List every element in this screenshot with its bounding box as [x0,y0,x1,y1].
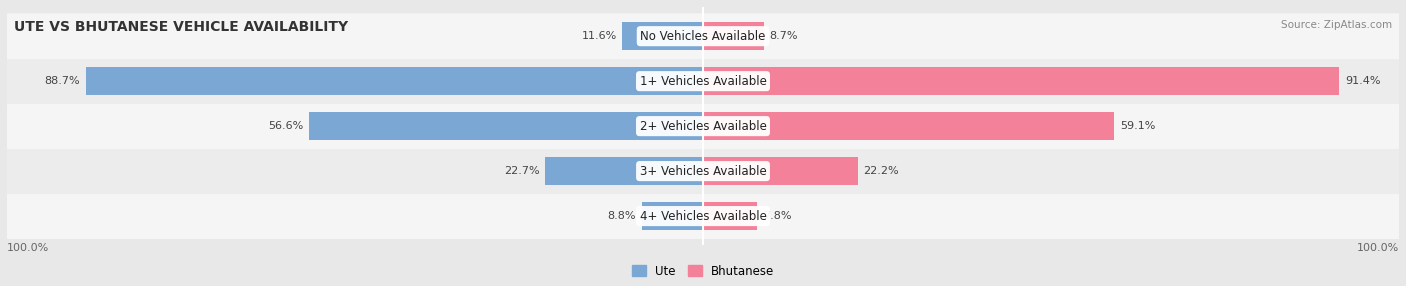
Text: 1+ Vehicles Available: 1+ Vehicles Available [640,75,766,88]
Text: 100.0%: 100.0% [7,243,49,253]
Text: 8.7%: 8.7% [769,31,797,41]
Text: 100.0%: 100.0% [1357,243,1399,253]
Text: UTE VS BHUTANESE VEHICLE AVAILABILITY: UTE VS BHUTANESE VEHICLE AVAILABILITY [14,20,349,34]
Text: 7.8%: 7.8% [763,211,792,221]
Bar [546,157,703,185]
FancyBboxPatch shape [7,148,1399,194]
Text: 56.6%: 56.6% [269,121,304,131]
Text: 88.7%: 88.7% [45,76,80,86]
Bar [309,112,703,140]
Bar [703,67,1339,95]
Text: Source: ZipAtlas.com: Source: ZipAtlas.com [1281,20,1392,30]
Bar [86,67,703,95]
Bar [703,157,858,185]
Bar [703,112,1115,140]
Text: 11.6%: 11.6% [582,31,617,41]
Text: 91.4%: 91.4% [1344,76,1381,86]
Text: 22.7%: 22.7% [503,166,540,176]
FancyBboxPatch shape [7,58,1399,104]
FancyBboxPatch shape [7,193,1399,239]
Bar [703,22,763,50]
Text: 59.1%: 59.1% [1121,121,1156,131]
Bar [623,22,703,50]
FancyBboxPatch shape [7,103,1399,149]
Bar [641,202,703,230]
Bar [703,202,758,230]
Legend: Ute, Bhutanese: Ute, Bhutanese [627,260,779,282]
Text: No Vehicles Available: No Vehicles Available [640,30,766,43]
Text: 2+ Vehicles Available: 2+ Vehicles Available [640,120,766,133]
Text: 8.8%: 8.8% [607,211,636,221]
Text: 3+ Vehicles Available: 3+ Vehicles Available [640,165,766,178]
FancyBboxPatch shape [7,13,1399,59]
Text: 4+ Vehicles Available: 4+ Vehicles Available [640,210,766,223]
Text: 22.2%: 22.2% [863,166,898,176]
